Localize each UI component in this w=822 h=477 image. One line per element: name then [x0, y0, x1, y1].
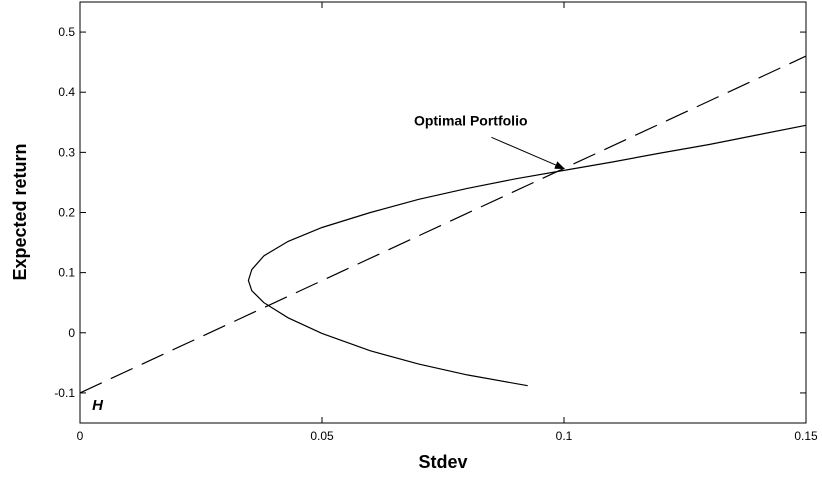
plot-frame: [79, 1, 807, 424]
y-tick-label: 0.5: [58, 25, 75, 39]
y-tick-label: 0.4: [58, 85, 75, 99]
x-tick-label: 0: [77, 429, 84, 443]
y-tick-label: -0.1: [54, 386, 75, 400]
series-layer: [79, 55, 807, 394]
x-tick-label: 0.1: [556, 429, 573, 443]
y-tick-label: 0: [68, 326, 75, 340]
efficient-frontier-curve: [247, 124, 807, 387]
y-axis-title: Expected return: [10, 143, 30, 280]
x-tick-label: 0.15: [794, 429, 818, 443]
y-tick-label: 0.2: [58, 206, 75, 220]
axis-ticks: 0 0.05 0.1 0.15 -0.1 0 0.1 0.2 0.3 0.4 0.5: [54, 2, 818, 443]
annotation-layer: Optimal Portfolio H: [92, 112, 565, 414]
y-tick-label: 0.3: [58, 145, 75, 159]
optimal-portfolio-arrow: [491, 136, 565, 170]
x-tick-label: 0.05: [310, 429, 334, 443]
x-axis-title: Stdev: [418, 452, 467, 472]
optimal-portfolio-label: Optimal Portfolio: [414, 112, 528, 128]
h-marker-label: H: [92, 397, 104, 414]
y-tick-label: 0.1: [58, 266, 75, 280]
capital-market-line: [79, 55, 807, 394]
